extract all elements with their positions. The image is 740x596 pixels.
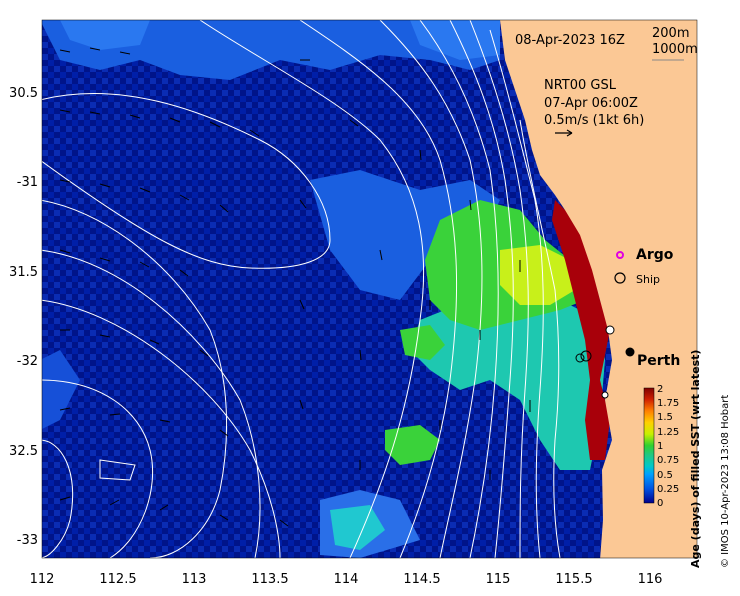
ship-label: Ship (636, 273, 660, 286)
x-tick-label: 114.5 (403, 572, 440, 587)
x-tick-label: 114 (334, 572, 359, 587)
x-tick-label: 116 (638, 572, 663, 587)
argo-marker-icon (616, 251, 624, 259)
perth-marker-icon (625, 347, 635, 357)
colorbar-tick: 0.5 (657, 470, 673, 481)
x-tick-label: 115.5 (555, 572, 592, 587)
y-tick-label: 31.5 (9, 265, 38, 280)
colorbar-tick: 0 (657, 498, 663, 509)
sst-patch-cyan-south (330, 505, 385, 550)
bathymetry-contours (42, 20, 561, 558)
plot-frame (41, 19, 698, 559)
ship-position-icon (580, 350, 592, 362)
current-legend-time: 07-Apr 06:00Z (544, 96, 638, 111)
date-label: 08-Apr-2023 16Z (515, 33, 625, 48)
y-tick-label: 32.5 (9, 444, 38, 459)
sst-patch-red-coast (552, 200, 610, 460)
colorbar-tick: 1.25 (657, 427, 679, 438)
y-axis: 30.5 -31 31.5 -32 32.5 -33 (9, 86, 38, 548)
x-tick-label: 112.5 (99, 572, 136, 587)
argo-label: Argo (636, 247, 674, 263)
sst-patch-yellow (500, 245, 575, 305)
colorbar-gradient (643, 387, 655, 504)
x-tick-label: 113.5 (251, 572, 288, 587)
sst-patch-blue-north-2 (60, 20, 150, 50)
arrow-head-icon (566, 129, 573, 137)
sst-patch-blue-west (42, 350, 80, 429)
y-tick-label: 30.5 (9, 86, 38, 101)
perth-label: Perth (637, 353, 680, 369)
colorbar-title: Age (days) of filled SST (wrt latest) (689, 350, 702, 568)
sst-patch-blue-mid (310, 170, 500, 300)
x-tick-label: 112 (30, 572, 55, 587)
current-vectors (59, 47, 531, 527)
colorbar-tick: 0.75 (657, 455, 679, 466)
colorbar-tick: 1.5 (657, 412, 673, 423)
sst-patch-green-small (400, 325, 445, 360)
credit-label: © IMOS 10-Apr-2023 13:08 Hobart (720, 395, 731, 568)
sst-patch-green-south (385, 425, 440, 465)
ship-position-icon (575, 353, 585, 363)
current-legend-scale: 0.5m/s (1kt 6h) (544, 113, 644, 128)
ship-position-icon (601, 391, 609, 399)
sst-patch-blue-north (42, 20, 500, 80)
ship-marker-icon (614, 272, 626, 284)
colorbar: 2 1.75 1.5 1.25 1 0.75 0.5 0.25 0 (643, 384, 679, 509)
y-tick-label: -33 (17, 533, 38, 548)
current-legend-source: NRT00 GSL (544, 78, 617, 93)
colorbar-tick: 0.25 (657, 484, 679, 495)
y-tick-label: -31 (17, 175, 38, 190)
sst-patch-blue-north-3 (410, 20, 500, 60)
y-tick-label: -32 (17, 354, 38, 369)
colorbar-tick: 2 (657, 384, 663, 395)
contour-legend-1000m: 1000m (652, 42, 698, 57)
ship-position-icon (605, 325, 615, 335)
colorbar-tick: 1 (657, 441, 663, 452)
x-tick-label: 113 (182, 572, 207, 587)
contour-legend-200m: 200m (652, 26, 689, 41)
colorbar-tick: 1.75 (657, 398, 679, 409)
x-axis: 112 112.5 113 113.5 114 114.5 115 115.5 … (30, 572, 663, 587)
x-tick-label: 115 (486, 572, 511, 587)
